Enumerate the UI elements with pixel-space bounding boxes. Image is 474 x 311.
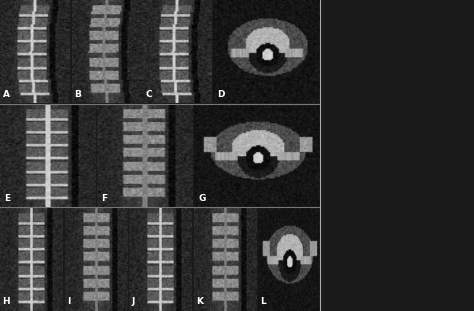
Text: D: D (218, 90, 225, 99)
Text: F: F (101, 193, 107, 202)
Text: Cervical MRI: Cervical MRI (360, 66, 434, 79)
Text: 2021-8-5: 2021-8-5 (364, 133, 430, 146)
Text: J: J (132, 297, 135, 306)
Text: L: L (260, 297, 266, 306)
Text: H: H (2, 297, 10, 306)
Text: 2021-8-10: 2021-8-10 (359, 237, 435, 250)
Text: I: I (67, 297, 71, 306)
Text: K: K (196, 297, 203, 306)
Text: 2021-7-29: 2021-7-29 (359, 30, 435, 43)
Text: A: A (3, 90, 10, 99)
Text: G: G (199, 193, 206, 202)
Text: E: E (4, 193, 10, 202)
Text: B: B (74, 90, 81, 99)
Text: Thoracic review
+ lumbar MRI: Thoracic review + lumbar MRI (350, 265, 444, 295)
Text: C: C (145, 90, 152, 99)
Text: Thoracic MRI: Thoracic MRI (359, 169, 435, 183)
